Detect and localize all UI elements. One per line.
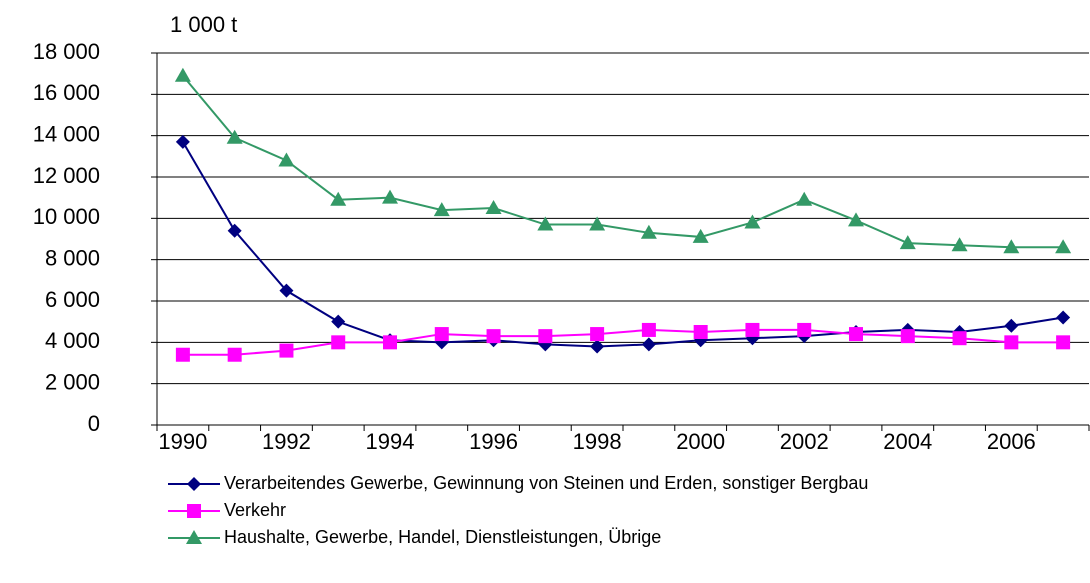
marker — [1004, 318, 1019, 333]
legend-label: Haushalte, Gewerbe, Handel, Dienstleistu… — [224, 527, 661, 547]
x-tick-label: 1996 — [469, 429, 518, 454]
y-axis-label: 1 000 t — [170, 12, 237, 37]
marker — [745, 322, 760, 337]
marker — [383, 335, 397, 350]
marker — [174, 67, 191, 82]
y-tick-label: 8 000 — [45, 245, 100, 270]
marker — [1056, 335, 1071, 350]
marker — [1055, 239, 1072, 254]
y-tick-label: 10 000 — [33, 204, 100, 229]
y-tick-label: 12 000 — [33, 163, 100, 188]
marker — [433, 202, 450, 217]
y-tick-label: 18 000 — [33, 39, 100, 64]
x-tick-label: 1998 — [573, 429, 622, 454]
marker — [186, 530, 202, 544]
marker — [279, 283, 294, 298]
marker — [187, 504, 201, 518]
x-tick-label: 2004 — [883, 429, 932, 454]
marker — [175, 347, 190, 362]
y-tick-label: 14 000 — [33, 121, 100, 146]
marker — [486, 329, 501, 344]
x-tick-label: 1990 — [158, 429, 207, 454]
marker — [279, 343, 294, 358]
marker — [744, 214, 761, 229]
marker — [382, 189, 398, 204]
x-tick-label: 1992 — [262, 429, 311, 454]
y-tick-label: 4 000 — [45, 328, 100, 353]
marker — [278, 152, 295, 167]
x-tick-label: 2002 — [780, 429, 829, 454]
x-tick-label: 2006 — [987, 429, 1036, 454]
marker — [797, 322, 812, 337]
series-line — [182, 328, 1064, 356]
marker — [640, 224, 657, 239]
y-tick-label: 0 — [88, 411, 100, 436]
marker — [485, 200, 502, 214]
marker — [538, 329, 553, 344]
marker — [330, 191, 347, 206]
marker — [796, 191, 813, 206]
legend-label: Verkehr — [224, 500, 286, 520]
marker — [590, 327, 605, 342]
y-tick-label: 6 000 — [45, 287, 100, 312]
marker — [226, 129, 243, 144]
marker — [187, 477, 201, 491]
marker — [692, 228, 709, 243]
marker — [1004, 335, 1019, 350]
marker — [899, 235, 916, 250]
marker — [227, 347, 242, 362]
x-tick-label: 2000 — [676, 429, 725, 454]
marker — [590, 339, 605, 354]
marker — [175, 134, 190, 149]
y-tick-label: 2 000 — [45, 369, 100, 394]
marker — [849, 327, 863, 342]
marker — [952, 331, 967, 346]
marker — [227, 223, 242, 238]
marker — [331, 314, 346, 329]
x-tick-label: 1994 — [366, 429, 415, 454]
y-tick-label: 16 000 — [33, 80, 100, 105]
marker — [434, 327, 449, 342]
marker — [951, 237, 968, 252]
marker — [693, 325, 708, 339]
series-line — [182, 75, 1064, 249]
marker — [900, 329, 915, 344]
series-line — [182, 141, 1064, 348]
marker — [537, 216, 554, 231]
marker — [641, 337, 656, 352]
marker — [589, 216, 606, 231]
legend-label: Verarbeitendes Gewerbe, Gewinnung von St… — [224, 473, 868, 493]
marker — [1056, 310, 1071, 325]
marker — [331, 335, 346, 350]
marker — [1003, 239, 1020, 254]
marker — [641, 322, 656, 337]
marker — [848, 212, 864, 227]
